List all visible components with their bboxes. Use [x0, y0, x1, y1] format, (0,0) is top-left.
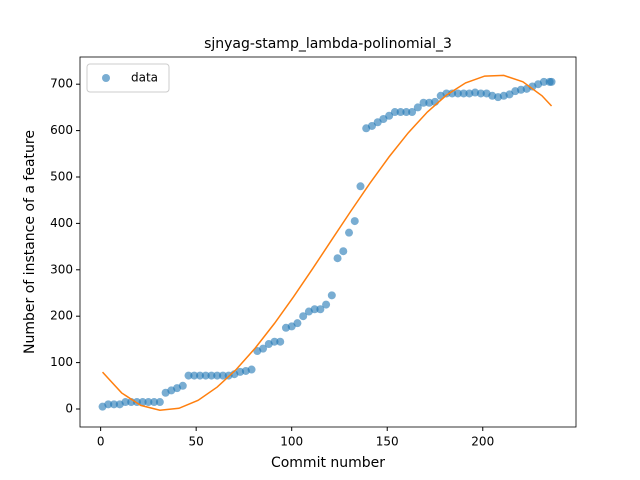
data-point — [345, 228, 354, 237]
data-point — [413, 103, 422, 112]
data-point — [299, 312, 308, 321]
data-point — [150, 398, 159, 407]
y-tick-label: 200 — [50, 309, 73, 323]
data-point — [333, 254, 342, 263]
data-point — [316, 305, 325, 314]
data-point — [390, 108, 399, 117]
y-tick-label: 400 — [50, 216, 73, 230]
x-tick-label: 150 — [376, 435, 399, 449]
x-axis-label: Commit number — [271, 455, 385, 471]
data-point — [121, 398, 130, 407]
data-point — [155, 398, 164, 407]
fit-line — [101, 74, 553, 412]
legend-label: data — [131, 71, 158, 85]
y-axis-label: Number of instance of a feature — [22, 130, 38, 354]
data-point — [442, 89, 451, 98]
x-tick-label: 50 — [189, 435, 204, 449]
data-point — [138, 398, 147, 407]
data-point — [190, 371, 199, 380]
data-point — [195, 371, 204, 380]
data-point — [144, 398, 153, 407]
chart-title: sjnyag-stamp_lambda-polinomial_3 — [204, 36, 452, 52]
data-point — [408, 108, 417, 117]
data-point — [270, 337, 279, 346]
data-point — [322, 300, 331, 309]
data-point — [539, 77, 548, 86]
y-tick-label: 0 — [65, 401, 73, 415]
data-point — [178, 381, 187, 390]
data-point — [396, 108, 405, 117]
data-point — [459, 89, 468, 98]
legend-marker — [102, 74, 110, 82]
data-point — [448, 89, 457, 98]
x-tick-label: 200 — [471, 435, 494, 449]
data-point — [218, 371, 227, 380]
y-tick-label: 300 — [50, 262, 73, 276]
data-point — [339, 247, 348, 256]
data-point — [356, 182, 365, 191]
data-point — [367, 121, 376, 130]
data-point — [402, 108, 411, 117]
data-point — [327, 291, 336, 300]
data-point — [207, 371, 216, 380]
y-tick-label: 100 — [50, 355, 73, 369]
data-point — [184, 371, 193, 380]
legend-box — [86, 63, 170, 93]
data-point — [259, 344, 268, 353]
data-point — [350, 217, 359, 226]
data-point — [419, 98, 428, 107]
plot-frame — [79, 56, 577, 428]
data-point — [247, 365, 256, 374]
x-tick-label: 100 — [280, 435, 303, 449]
x-tick-label: 0 — [97, 435, 105, 449]
data-point — [453, 89, 462, 98]
data-point — [104, 400, 113, 409]
y-tick-label: 700 — [50, 77, 73, 91]
data-point — [547, 77, 556, 86]
data-point — [110, 400, 119, 409]
data-point — [293, 319, 302, 328]
data-point — [476, 89, 485, 98]
data-point — [201, 371, 210, 380]
data-point — [385, 111, 394, 120]
y-tick-label: 600 — [50, 123, 73, 137]
y-tick-label: 500 — [50, 169, 73, 183]
data-point — [276, 337, 285, 346]
data-point — [213, 371, 222, 380]
data-point — [310, 305, 319, 314]
